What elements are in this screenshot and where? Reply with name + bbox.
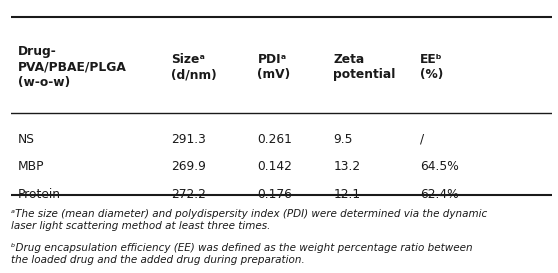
Text: 0.142: 0.142 bbox=[257, 160, 292, 173]
Text: ᵃThe size (mean diameter) and polydispersity index (PDI) were determined via the: ᵃThe size (mean diameter) and polydisper… bbox=[11, 209, 487, 232]
Text: 291.3: 291.3 bbox=[171, 133, 206, 146]
Text: Sizeᵃ
(d/nm): Sizeᵃ (d/nm) bbox=[171, 53, 217, 81]
Text: 269.9: 269.9 bbox=[171, 160, 206, 173]
Text: NS: NS bbox=[18, 133, 35, 146]
Text: 0.261: 0.261 bbox=[257, 133, 292, 146]
Text: 64.5%: 64.5% bbox=[420, 160, 459, 173]
Text: 0.176: 0.176 bbox=[257, 188, 292, 201]
Text: 13.2: 13.2 bbox=[333, 160, 360, 173]
Text: PDIᵃ
(mV): PDIᵃ (mV) bbox=[257, 53, 291, 81]
Text: 62.4%: 62.4% bbox=[420, 188, 459, 201]
Text: ᵇDrug encapsulation efficiency (EE) was defined as the weight percentage ratio b: ᵇDrug encapsulation efficiency (EE) was … bbox=[11, 243, 473, 265]
Text: Drug-
PVA/PBAE/PLGA
(w-o-w): Drug- PVA/PBAE/PLGA (w-o-w) bbox=[18, 45, 127, 89]
Text: 9.5: 9.5 bbox=[333, 133, 353, 146]
Text: Protein: Protein bbox=[18, 188, 61, 201]
Text: MBP: MBP bbox=[18, 160, 44, 173]
Text: 272.2: 272.2 bbox=[171, 188, 206, 201]
Text: EEᵇ
(%): EEᵇ (%) bbox=[420, 53, 443, 81]
Text: 12.1: 12.1 bbox=[333, 188, 360, 201]
Text: /: / bbox=[420, 133, 424, 146]
Text: Zeta
potential: Zeta potential bbox=[333, 53, 396, 81]
